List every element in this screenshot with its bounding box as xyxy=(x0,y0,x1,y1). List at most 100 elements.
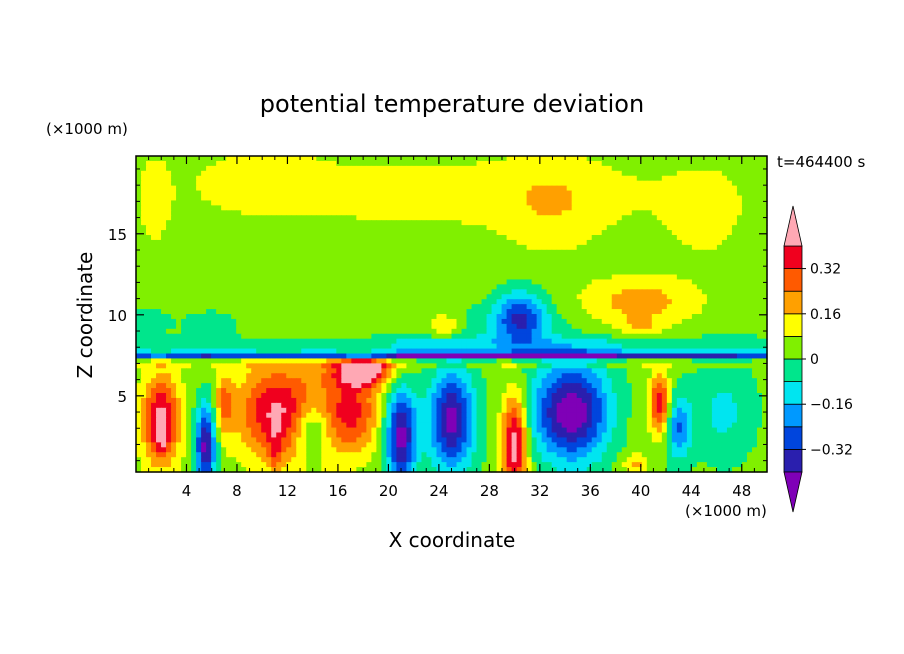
field-cell xyxy=(206,235,212,241)
field-cell xyxy=(191,185,197,192)
field-cell xyxy=(276,269,282,276)
field-cell xyxy=(286,269,292,276)
field-cell xyxy=(301,190,307,197)
field-cell xyxy=(446,239,453,246)
field-cell xyxy=(456,289,463,295)
field-cell xyxy=(676,205,683,211)
field-cell xyxy=(676,215,683,221)
field-cell xyxy=(251,230,257,236)
field-cell xyxy=(336,205,342,211)
field-cell xyxy=(261,156,267,162)
field-cell xyxy=(691,156,698,162)
field-cell xyxy=(216,294,222,300)
field-cell xyxy=(531,175,538,182)
field-cell xyxy=(366,249,372,256)
field-cell xyxy=(431,185,438,192)
field-cell xyxy=(691,259,698,266)
field-cell xyxy=(561,185,568,192)
field-cell xyxy=(711,264,718,271)
field-cell xyxy=(571,333,578,340)
field-cell xyxy=(756,235,763,241)
field-cell xyxy=(711,230,718,236)
field-cell xyxy=(441,264,448,271)
field-cell xyxy=(636,235,643,241)
field-cell xyxy=(231,338,237,345)
field-cell xyxy=(356,333,362,340)
field-cell xyxy=(641,274,648,281)
field-cell xyxy=(491,205,498,211)
field-cell xyxy=(331,190,337,197)
field-cell xyxy=(701,175,708,182)
field-cell xyxy=(466,195,473,202)
field-cell xyxy=(706,230,713,236)
field-cell xyxy=(406,175,413,182)
field-cell xyxy=(611,200,618,206)
field-cell xyxy=(501,249,508,256)
field-cell xyxy=(391,254,398,261)
field-cell xyxy=(651,165,658,172)
field-cell xyxy=(396,259,403,266)
field-cell xyxy=(566,294,573,300)
field-cell xyxy=(516,160,523,167)
field-cell xyxy=(451,348,458,355)
field-cell xyxy=(211,239,217,246)
field-cell xyxy=(246,190,252,197)
field-cell xyxy=(506,294,513,300)
field-cell xyxy=(491,328,498,335)
field-cell xyxy=(331,160,337,167)
field-cell xyxy=(731,200,738,206)
field-cell xyxy=(651,304,658,310)
field-cell xyxy=(501,195,508,202)
field-cell xyxy=(381,175,387,182)
field-cell xyxy=(721,249,728,256)
field-cell xyxy=(591,210,598,216)
field-cell xyxy=(391,289,398,295)
field-cell xyxy=(176,304,182,310)
field-cell xyxy=(226,185,232,192)
field-cell xyxy=(276,328,282,335)
field-cell xyxy=(161,239,167,246)
field-cell xyxy=(276,165,282,172)
field-cell xyxy=(531,220,538,226)
field-cell xyxy=(386,156,393,162)
field-cell xyxy=(501,239,508,246)
field-cell xyxy=(266,254,272,261)
field-cell xyxy=(231,333,237,340)
field-cell xyxy=(216,200,222,206)
field-cell xyxy=(291,156,297,162)
field-cell xyxy=(711,225,718,231)
field-cell xyxy=(176,264,182,271)
field-cell xyxy=(271,249,277,256)
field-cell xyxy=(256,225,262,231)
field-cell xyxy=(166,309,172,315)
field-cell xyxy=(556,239,563,246)
field-cell xyxy=(311,323,317,330)
field-cell xyxy=(246,343,252,350)
field-cell xyxy=(656,205,663,211)
field-cell xyxy=(701,264,708,271)
field-cell xyxy=(386,254,393,261)
field-cell xyxy=(581,230,588,236)
field-cell xyxy=(421,274,428,281)
field-cell xyxy=(601,264,608,271)
field-cell xyxy=(506,239,513,246)
field-cell xyxy=(656,289,663,295)
field-cell xyxy=(241,185,247,192)
field-cell xyxy=(476,264,483,271)
field-cell xyxy=(656,333,663,340)
field-cell xyxy=(611,180,618,187)
field-cell xyxy=(231,205,237,211)
field-cell xyxy=(606,318,613,325)
field-cell xyxy=(501,348,508,355)
field-cell xyxy=(761,328,768,335)
field-cell xyxy=(506,225,513,231)
field-cell xyxy=(326,254,332,261)
field-cell xyxy=(546,333,553,340)
field-cell xyxy=(681,195,688,202)
field-cell xyxy=(696,284,703,290)
field-cell xyxy=(701,284,708,290)
field-cell xyxy=(386,225,393,231)
field-cell xyxy=(616,274,623,281)
field-cell xyxy=(451,338,458,345)
field-cell xyxy=(286,249,292,256)
